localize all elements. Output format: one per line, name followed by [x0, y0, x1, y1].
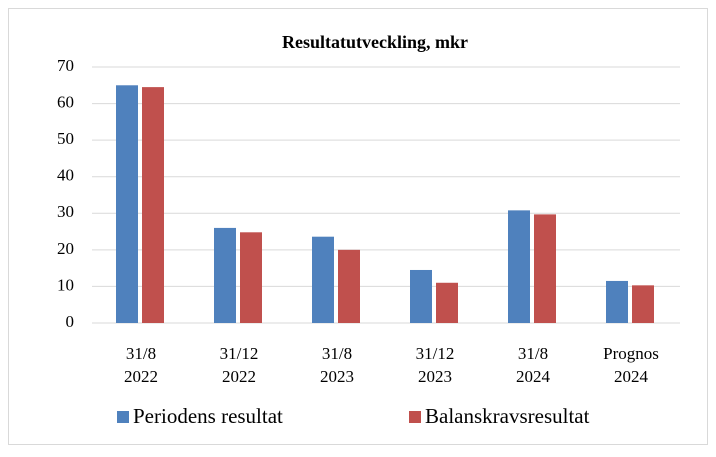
x-tick-label: 31/8 — [126, 344, 156, 363]
y-tick-label: 60 — [57, 92, 74, 111]
x-tick-label: 31/8 — [322, 344, 352, 363]
y-tick-label: 50 — [57, 129, 74, 148]
x-tick-label: 2022 — [222, 367, 256, 386]
legend-label: Balanskravsresultat — [425, 404, 590, 428]
bar — [436, 282, 458, 323]
bar — [214, 227, 236, 323]
chart-title: Resultatutveckling, mkr — [282, 32, 468, 52]
bar — [606, 280, 628, 323]
y-tick-label: 30 — [57, 202, 74, 221]
x-tick-label: 2024 — [516, 367, 551, 386]
legend-swatch — [409, 411, 421, 423]
x-tick-label: 31/12 — [416, 344, 455, 363]
legend-label: Periodens resultat — [133, 404, 283, 428]
x-tick-label: 2024 — [614, 367, 649, 386]
bar — [116, 85, 138, 324]
bar — [508, 210, 530, 323]
bar — [240, 232, 262, 323]
bar — [338, 249, 360, 323]
bar — [632, 285, 654, 323]
y-tick-label: 0 — [66, 312, 75, 331]
x-tick-label: 2022 — [124, 367, 158, 386]
y-tick-label: 20 — [57, 239, 74, 258]
y-tick-label: 10 — [57, 275, 74, 294]
x-tick-label: 2023 — [320, 367, 354, 386]
bar — [410, 269, 432, 323]
bar — [312, 236, 334, 323]
y-tick-label: 40 — [57, 166, 74, 185]
x-tick-label: 31/8 — [518, 344, 548, 363]
x-tick-label: 2023 — [418, 367, 452, 386]
bar — [142, 87, 164, 323]
legend-swatch — [117, 411, 129, 423]
y-tick-label: 70 — [57, 56, 74, 75]
x-tick-label: Prognos — [603, 344, 659, 363]
chart-frame — [8, 8, 708, 445]
bar — [534, 214, 556, 323]
x-tick-label: 31/12 — [220, 344, 259, 363]
